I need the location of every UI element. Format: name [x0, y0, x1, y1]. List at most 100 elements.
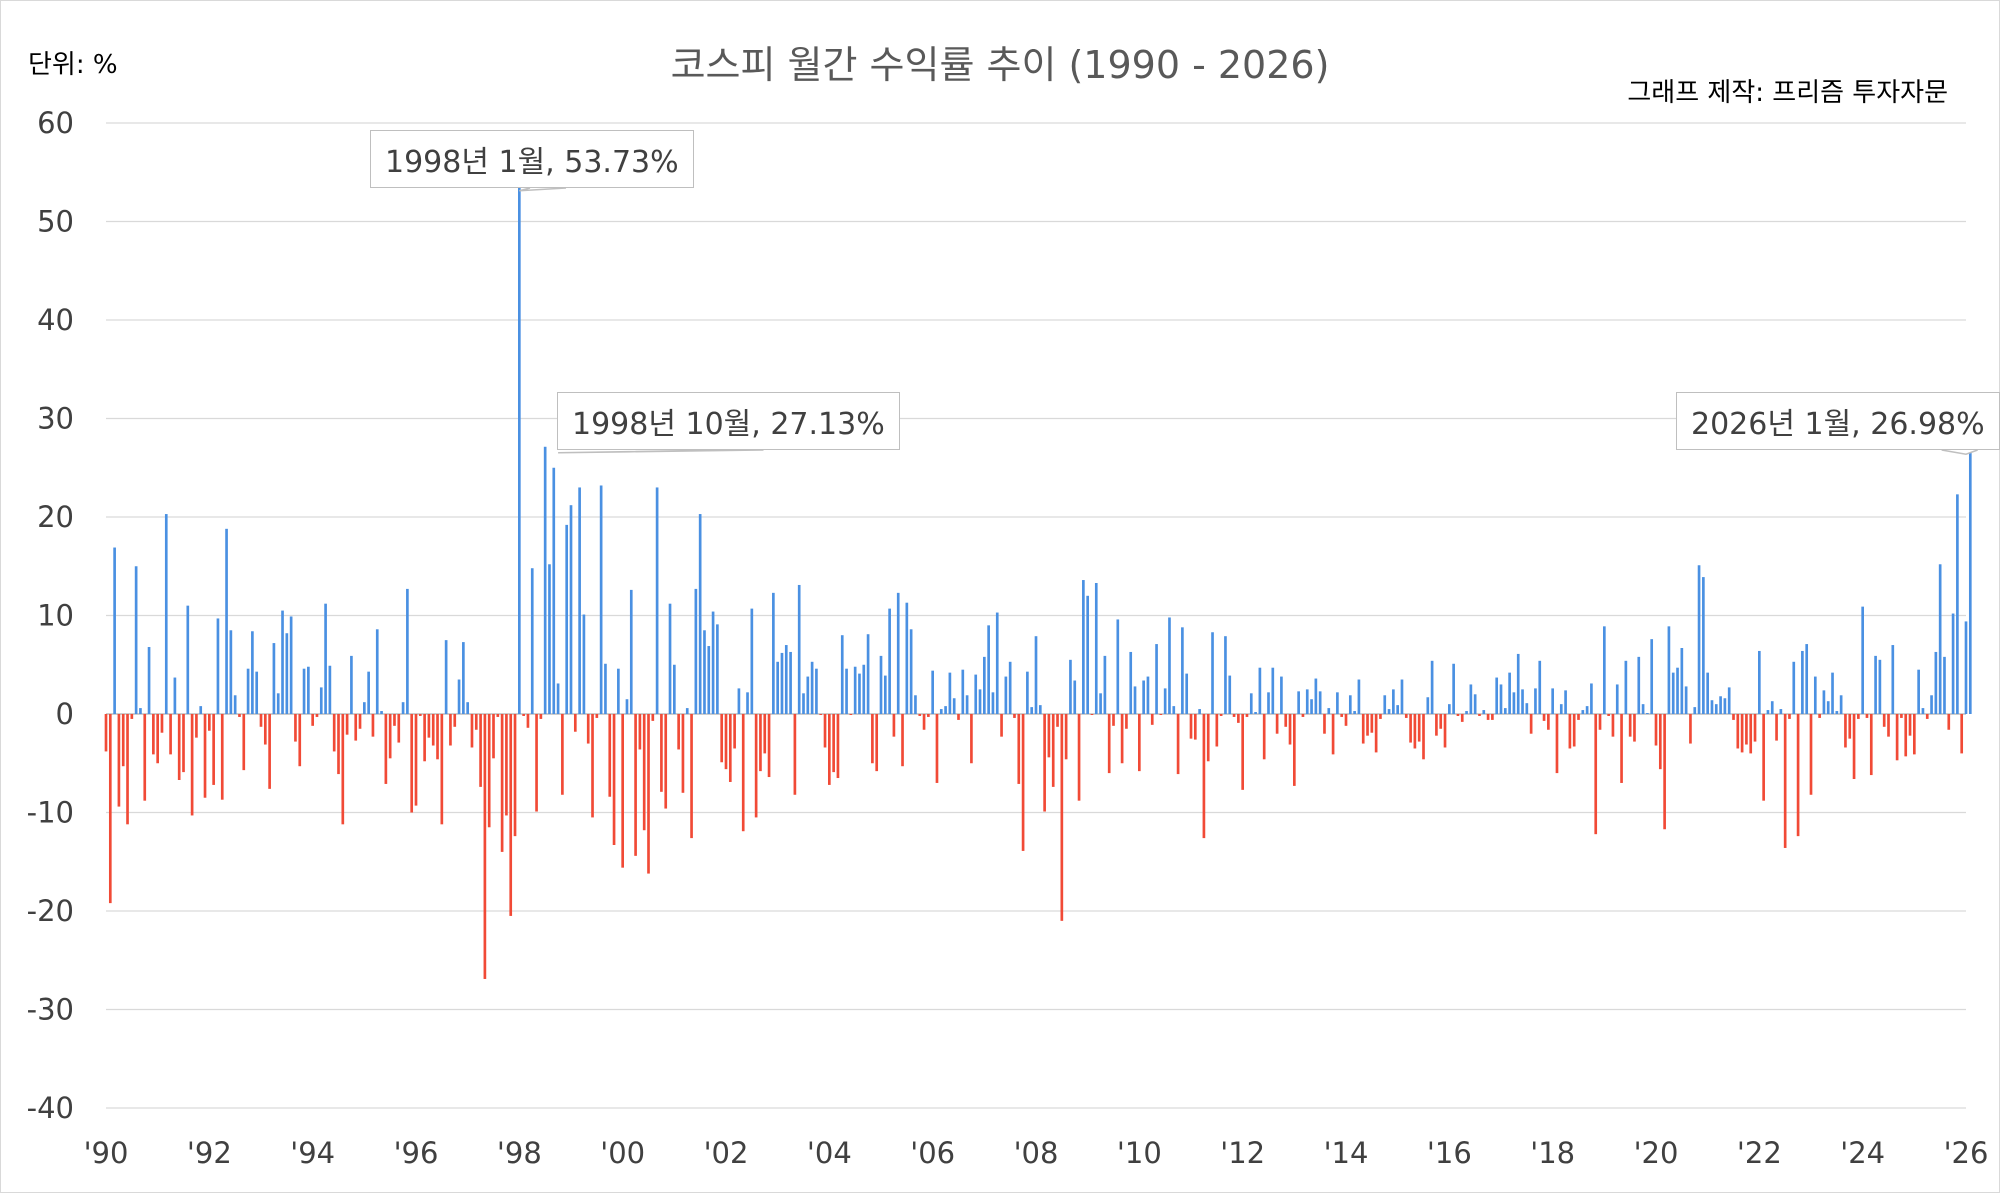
bar [1775, 714, 1778, 741]
bar [1792, 661, 1796, 714]
bar [1551, 688, 1554, 714]
gridlines [106, 122, 1966, 1109]
bar [1452, 663, 1455, 714]
bar [1796, 714, 1800, 837]
x-tick-label: '10 [1117, 1136, 1162, 1170]
bar [754, 714, 758, 818]
bar [797, 584, 801, 714]
bar [1904, 714, 1908, 757]
x-tick-label: '22 [1737, 1136, 1782, 1170]
bar [1943, 656, 1946, 714]
bar [1038, 705, 1042, 714]
bar [1077, 714, 1081, 801]
annotation-leaders [519, 187, 1978, 456]
bar [802, 693, 805, 714]
bar [1568, 714, 1572, 749]
bar [608, 714, 612, 797]
bar [285, 633, 289, 714]
bar [307, 666, 310, 714]
bar [1745, 714, 1748, 745]
bar [772, 592, 775, 714]
bar [1585, 706, 1589, 714]
bar [828, 714, 831, 785]
bar [1822, 690, 1826, 714]
bar [759, 714, 762, 772]
bar [1103, 655, 1107, 714]
bar [1813, 676, 1817, 714]
bar [875, 714, 879, 772]
bar [1112, 714, 1115, 726]
bar [1947, 714, 1951, 730]
bar [164, 514, 168, 714]
bar [1913, 714, 1916, 755]
bar [1064, 714, 1068, 760]
bar [1839, 695, 1843, 714]
bar [1168, 617, 1171, 714]
bar [1684, 686, 1688, 714]
bar [599, 485, 603, 714]
bar [694, 588, 698, 714]
bar [991, 692, 995, 714]
bar [1129, 651, 1133, 714]
x-tick-label: '26 [1944, 1136, 1989, 1170]
bar [793, 714, 797, 795]
bar [350, 655, 353, 714]
bar [1770, 701, 1774, 714]
bar [397, 714, 401, 743]
y-tick-label: -40 [27, 1091, 74, 1125]
bar [345, 714, 349, 735]
bar [1861, 606, 1864, 714]
bar [466, 702, 469, 714]
bar [1921, 708, 1925, 714]
x-tick-label: '02 [704, 1136, 749, 1170]
bar [1727, 687, 1731, 714]
bar [289, 616, 293, 714]
bar [1267, 692, 1270, 714]
bar [948, 672, 952, 714]
bar [1831, 672, 1834, 714]
bar [1361, 714, 1365, 744]
y-tick-label: 40 [37, 303, 74, 337]
bar [427, 714, 431, 738]
bar [496, 714, 500, 717]
bar [1288, 714, 1292, 745]
bar [573, 714, 577, 732]
bar [750, 608, 754, 714]
bar [957, 714, 960, 720]
bar [513, 714, 517, 837]
bar [431, 714, 435, 746]
y-tick-label: 30 [37, 402, 74, 436]
bar [716, 624, 719, 714]
bar [182, 714, 185, 773]
bar [113, 547, 116, 714]
bar [1951, 613, 1955, 714]
bar [1473, 694, 1477, 714]
bar [1758, 650, 1761, 714]
bar [1534, 688, 1537, 714]
bar [1749, 714, 1753, 754]
bar [823, 714, 827, 748]
bar [1215, 714, 1219, 747]
bar [1676, 667, 1679, 714]
bar [1409, 714, 1412, 743]
bar [423, 714, 426, 762]
bar [126, 714, 129, 825]
bar [453, 714, 457, 727]
bar [741, 714, 745, 832]
bar [1142, 680, 1145, 714]
bar [1430, 660, 1434, 714]
bar [1646, 713, 1649, 714]
bar [1116, 619, 1120, 714]
bar [1379, 714, 1382, 719]
bar [444, 640, 448, 715]
bar [1917, 669, 1920, 714]
annotation-leader [558, 449, 764, 454]
credit-label: 그래프 제작: 프리즘 투자자문 [1627, 78, 1948, 108]
bar [147, 647, 151, 714]
bar [195, 714, 198, 738]
bar [440, 714, 444, 825]
bar [784, 645, 788, 714]
bar [1637, 656, 1641, 714]
y-tick-label: 10 [37, 599, 74, 633]
bar [552, 467, 556, 714]
